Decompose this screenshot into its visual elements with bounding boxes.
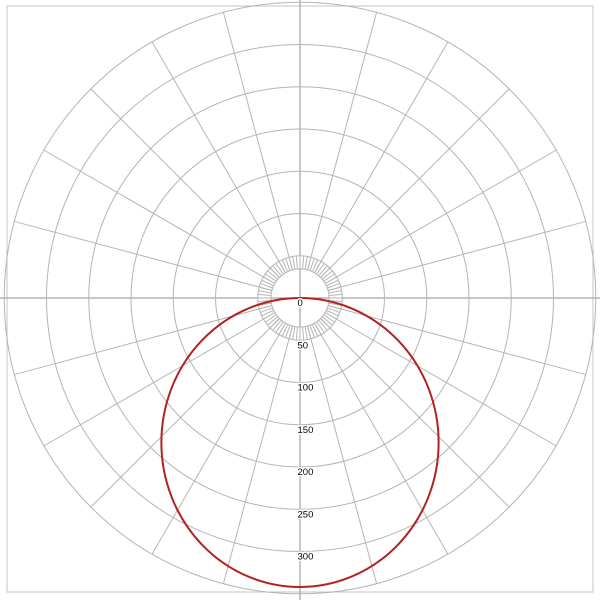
- angle-tick: [258, 290, 272, 294]
- angle-tick: [323, 273, 335, 282]
- ring-label: 250: [298, 509, 314, 520]
- radial-gridline: [151, 41, 286, 274]
- angle-tick: [267, 270, 279, 280]
- angle-tick: [285, 258, 291, 271]
- ring-label: 50: [298, 340, 309, 351]
- angle-tick: [261, 279, 274, 287]
- angle-tick: [285, 325, 291, 338]
- radial-gridline: [327, 220, 586, 291]
- angle-tick: [272, 319, 282, 331]
- angle-tick: [327, 307, 340, 313]
- grid-ring: [130, 128, 470, 468]
- radial-gridline: [320, 88, 510, 278]
- angle-tick: [321, 316, 333, 326]
- grid-ring: [88, 86, 512, 510]
- angle-tick: [265, 273, 277, 282]
- radial-gridline: [314, 322, 449, 555]
- angle-tick: [295, 326, 298, 341]
- radial-gridline: [43, 312, 276, 447]
- radial-gridline: [307, 325, 378, 584]
- radial-gridline: [90, 88, 280, 278]
- angle-tick: [295, 255, 298, 270]
- angle-tick: [260, 307, 273, 313]
- grid-ring: [46, 44, 554, 552]
- angle-tick: [292, 326, 296, 340]
- angle-tick: [275, 263, 284, 275]
- radial-gridline: [320, 318, 510, 508]
- angle-tick: [260, 283, 273, 289]
- angle-tick: [316, 263, 325, 275]
- ring-label: 300: [298, 552, 314, 563]
- angle-tick: [318, 265, 328, 277]
- angle-tick: [261, 309, 274, 317]
- radial-gridline: [151, 322, 286, 555]
- radial-gridline: [307, 12, 378, 271]
- angle-tick: [309, 258, 315, 271]
- radial-gridline: [43, 149, 276, 284]
- angle-tick: [292, 256, 296, 270]
- angle-tick: [328, 290, 342, 294]
- angle-tick: [309, 325, 315, 338]
- angle-tick: [267, 316, 279, 326]
- angle-tick: [311, 259, 319, 272]
- grid-ring: [3, 1, 597, 595]
- ring-label: 150: [298, 425, 314, 436]
- angle-tick: [311, 324, 319, 337]
- angle-tick: [281, 259, 289, 272]
- angle-tick: [281, 324, 289, 337]
- angle-tick: [265, 314, 277, 323]
- radial-gridline: [90, 318, 280, 508]
- ring-label: 100: [298, 383, 314, 394]
- angle-tick: [323, 314, 335, 323]
- angle-tick: [316, 321, 325, 333]
- angle-tick: [326, 309, 339, 317]
- radial-gridline: [222, 325, 293, 584]
- angle-tick: [328, 293, 343, 296]
- intensity-curve: [160, 297, 440, 588]
- radial-gridline: [327, 305, 586, 376]
- grid-ring: [172, 170, 428, 426]
- ring-label: 200: [298, 467, 314, 478]
- radial-gridline: [314, 41, 449, 274]
- angle-tick: [302, 255, 305, 270]
- angle-tick: [275, 321, 284, 333]
- angle-tick: [318, 319, 328, 331]
- angle-tick: [321, 270, 333, 280]
- angle-tick: [302, 326, 305, 341]
- angle-tick: [326, 279, 339, 287]
- radial-gridline: [14, 220, 273, 291]
- radial-gridline: [324, 312, 557, 447]
- grid-ring: [215, 213, 385, 383]
- angle-tick: [304, 326, 308, 340]
- radial-gridline: [222, 12, 293, 271]
- angle-tick: [304, 256, 308, 270]
- radial-gridline: [324, 149, 557, 284]
- angle-tick: [257, 293, 272, 296]
- angle-tick: [272, 265, 282, 277]
- radial-gridline: [14, 305, 273, 376]
- ring-label: 0: [298, 298, 303, 309]
- angle-tick: [327, 283, 340, 289]
